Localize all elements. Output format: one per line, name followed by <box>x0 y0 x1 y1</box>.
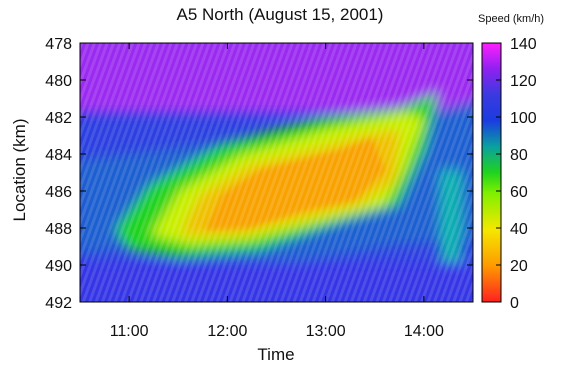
x-tick-label: 14:00 <box>404 323 444 340</box>
chart-title: A5 North (August 15, 2001) <box>176 5 384 24</box>
colorbar-tick-label: 20 <box>510 258 528 275</box>
y-tick-label: 484 <box>45 147 72 164</box>
heatmap-field <box>80 43 473 302</box>
x-axis-label: Time <box>257 345 295 364</box>
y-tick-label: 490 <box>45 258 72 275</box>
colorbar-tick-label: 40 <box>510 221 528 238</box>
y-tick-label: 482 <box>45 110 72 127</box>
colorbar-tick-label: 60 <box>510 184 528 201</box>
colorbar-tick-label: 120 <box>510 73 537 90</box>
y-axis-ticks: 478 480 482 484 486 488 490 492 <box>45 36 473 312</box>
colorbar-tick-label: 100 <box>510 110 537 127</box>
x-tick-label: 13:00 <box>306 323 346 340</box>
colorbar-tick-label: 80 <box>510 147 528 164</box>
y-tick-label: 488 <box>45 221 72 238</box>
plot-frame <box>79 42 474 303</box>
colorbar-ticks: 0 20 40 60 80 100 120 140 <box>496 36 537 312</box>
y-axis-label: Location (km) <box>10 118 29 222</box>
colorbar-tick-label: 140 <box>510 36 537 53</box>
x-axis-ticks: 11:00 12:00 13:00 14:00 <box>110 43 444 340</box>
colorbar <box>481 42 502 303</box>
x-tick-label: 12:00 <box>207 323 247 340</box>
colorbar-tick-label: 0 <box>510 295 519 312</box>
y-tick-label: 480 <box>45 73 72 90</box>
x-tick-label: 11:00 <box>110 323 149 340</box>
y-tick-label: 492 <box>45 295 72 312</box>
colorbar-label: Speed (km/h) <box>478 13 545 25</box>
y-tick-label: 486 <box>45 184 72 201</box>
y-tick-label: 478 <box>45 36 72 53</box>
